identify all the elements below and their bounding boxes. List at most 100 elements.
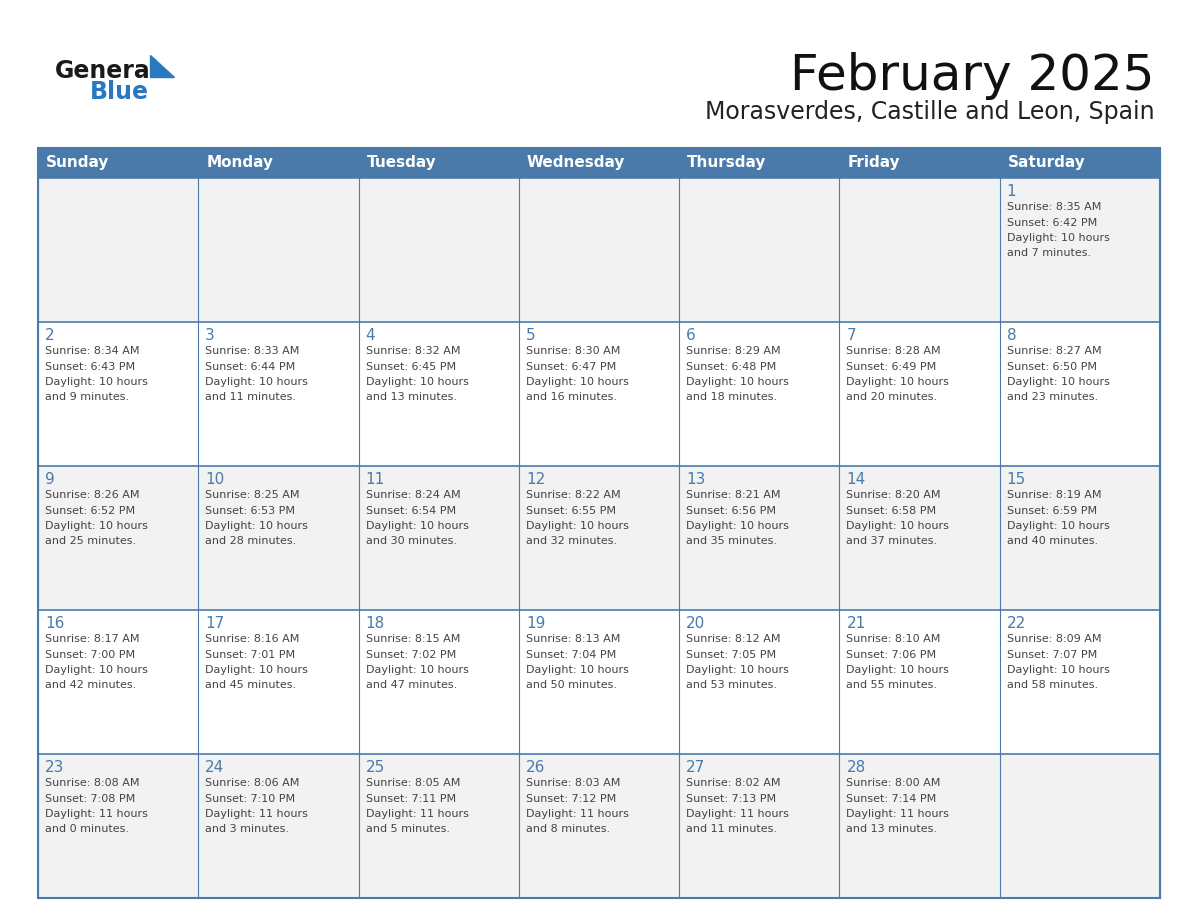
Text: Daylight: 10 hours: Daylight: 10 hours: [1006, 377, 1110, 387]
Text: 18: 18: [366, 616, 385, 631]
Text: Daylight: 10 hours: Daylight: 10 hours: [526, 521, 628, 531]
Text: and 23 minutes.: and 23 minutes.: [1006, 393, 1098, 402]
Text: and 37 minutes.: and 37 minutes.: [846, 536, 937, 546]
Text: Daylight: 10 hours: Daylight: 10 hours: [366, 665, 468, 675]
Text: 7: 7: [846, 328, 857, 343]
Text: and 9 minutes.: and 9 minutes.: [45, 393, 129, 402]
Text: and 3 minutes.: and 3 minutes.: [206, 824, 290, 834]
Text: Wednesday: Wednesday: [526, 155, 625, 171]
Text: Daylight: 11 hours: Daylight: 11 hours: [45, 809, 147, 819]
Bar: [38, 610, 1159, 754]
Text: Sunrise: 8:09 AM: Sunrise: 8:09 AM: [1006, 634, 1101, 644]
Text: and 35 minutes.: and 35 minutes.: [687, 536, 777, 546]
Text: and 25 minutes.: and 25 minutes.: [45, 536, 137, 546]
Bar: [38, 466, 1159, 610]
Text: Sunrise: 8:28 AM: Sunrise: 8:28 AM: [846, 346, 941, 356]
Text: Sunrise: 8:12 AM: Sunrise: 8:12 AM: [687, 634, 781, 644]
Text: and 16 minutes.: and 16 minutes.: [526, 393, 617, 402]
Text: Sunset: 6:44 PM: Sunset: 6:44 PM: [206, 362, 296, 372]
Text: Sunset: 7:02 PM: Sunset: 7:02 PM: [366, 650, 456, 659]
Bar: [680, 148, 840, 178]
Bar: [198, 148, 359, 178]
Text: Thursday: Thursday: [687, 155, 766, 171]
Text: Sunset: 6:52 PM: Sunset: 6:52 PM: [45, 506, 135, 516]
Polygon shape: [150, 55, 173, 77]
Text: 4: 4: [366, 328, 375, 343]
Bar: [38, 754, 1159, 898]
Text: Sunrise: 8:16 AM: Sunrise: 8:16 AM: [206, 634, 299, 644]
Text: Daylight: 11 hours: Daylight: 11 hours: [846, 809, 949, 819]
Bar: [359, 148, 519, 178]
Text: and 18 minutes.: and 18 minutes.: [687, 393, 777, 402]
Text: Daylight: 10 hours: Daylight: 10 hours: [206, 521, 308, 531]
Text: Sunrise: 8:26 AM: Sunrise: 8:26 AM: [45, 490, 139, 500]
Text: 23: 23: [45, 760, 64, 775]
Text: 20: 20: [687, 616, 706, 631]
Text: Sunset: 6:42 PM: Sunset: 6:42 PM: [1006, 218, 1097, 228]
Text: 2: 2: [45, 328, 55, 343]
Text: Sunset: 6:59 PM: Sunset: 6:59 PM: [1006, 506, 1097, 516]
Text: Daylight: 10 hours: Daylight: 10 hours: [687, 377, 789, 387]
Text: Sunrise: 8:02 AM: Sunrise: 8:02 AM: [687, 778, 781, 788]
Text: Sunset: 6:45 PM: Sunset: 6:45 PM: [366, 362, 456, 372]
Text: Sunrise: 8:33 AM: Sunrise: 8:33 AM: [206, 346, 299, 356]
Text: 25: 25: [366, 760, 385, 775]
Text: Daylight: 10 hours: Daylight: 10 hours: [846, 377, 949, 387]
Text: Sunset: 6:47 PM: Sunset: 6:47 PM: [526, 362, 617, 372]
Text: and 55 minutes.: and 55 minutes.: [846, 680, 937, 690]
Text: 22: 22: [1006, 616, 1026, 631]
Text: Daylight: 10 hours: Daylight: 10 hours: [526, 377, 628, 387]
Text: and 8 minutes.: and 8 minutes.: [526, 824, 609, 834]
Text: Daylight: 10 hours: Daylight: 10 hours: [366, 377, 468, 387]
Text: Sunrise: 8:15 AM: Sunrise: 8:15 AM: [366, 634, 460, 644]
Text: Sunrise: 8:21 AM: Sunrise: 8:21 AM: [687, 490, 781, 500]
Text: and 45 minutes.: and 45 minutes.: [206, 680, 297, 690]
Bar: [519, 148, 680, 178]
Text: Sunset: 6:49 PM: Sunset: 6:49 PM: [846, 362, 936, 372]
Text: Sunrise: 8:32 AM: Sunrise: 8:32 AM: [366, 346, 460, 356]
Text: and 40 minutes.: and 40 minutes.: [1006, 536, 1098, 546]
Text: Saturday: Saturday: [1007, 155, 1086, 171]
Text: Sunset: 7:10 PM: Sunset: 7:10 PM: [206, 793, 296, 803]
Text: and 47 minutes.: and 47 minutes.: [366, 680, 457, 690]
Text: Sunrise: 8:17 AM: Sunrise: 8:17 AM: [45, 634, 139, 644]
Text: Sunrise: 8:03 AM: Sunrise: 8:03 AM: [526, 778, 620, 788]
Text: Sunset: 7:12 PM: Sunset: 7:12 PM: [526, 793, 617, 803]
Text: Sunrise: 8:25 AM: Sunrise: 8:25 AM: [206, 490, 299, 500]
Text: Sunset: 7:11 PM: Sunset: 7:11 PM: [366, 793, 456, 803]
Text: Sunrise: 8:00 AM: Sunrise: 8:00 AM: [846, 778, 941, 788]
Text: Daylight: 10 hours: Daylight: 10 hours: [687, 521, 789, 531]
Text: Daylight: 10 hours: Daylight: 10 hours: [1006, 521, 1110, 531]
Text: 28: 28: [846, 760, 866, 775]
Text: and 7 minutes.: and 7 minutes.: [1006, 249, 1091, 259]
Text: 13: 13: [687, 472, 706, 487]
Text: 12: 12: [526, 472, 545, 487]
Text: Sunset: 6:48 PM: Sunset: 6:48 PM: [687, 362, 777, 372]
Text: 17: 17: [206, 616, 225, 631]
Text: Daylight: 11 hours: Daylight: 11 hours: [687, 809, 789, 819]
Text: and 13 minutes.: and 13 minutes.: [846, 824, 937, 834]
Text: Sunset: 7:07 PM: Sunset: 7:07 PM: [1006, 650, 1097, 659]
Text: Sunrise: 8:35 AM: Sunrise: 8:35 AM: [1006, 202, 1101, 212]
Text: 3: 3: [206, 328, 215, 343]
Text: Sunrise: 8:34 AM: Sunrise: 8:34 AM: [45, 346, 139, 356]
Text: 10: 10: [206, 472, 225, 487]
Text: 6: 6: [687, 328, 696, 343]
Text: Daylight: 10 hours: Daylight: 10 hours: [1006, 233, 1110, 243]
Text: Sunrise: 8:10 AM: Sunrise: 8:10 AM: [846, 634, 941, 644]
Text: Sunrise: 8:30 AM: Sunrise: 8:30 AM: [526, 346, 620, 356]
Text: 14: 14: [846, 472, 866, 487]
Text: Monday: Monday: [207, 155, 273, 171]
Text: Sunset: 6:54 PM: Sunset: 6:54 PM: [366, 506, 456, 516]
Text: Daylight: 10 hours: Daylight: 10 hours: [206, 377, 308, 387]
Text: and 0 minutes.: and 0 minutes.: [45, 824, 129, 834]
Text: Daylight: 10 hours: Daylight: 10 hours: [526, 665, 628, 675]
Text: Sunrise: 8:06 AM: Sunrise: 8:06 AM: [206, 778, 299, 788]
Text: 21: 21: [846, 616, 866, 631]
Text: and 5 minutes.: and 5 minutes.: [366, 824, 449, 834]
Text: Sunday: Sunday: [46, 155, 109, 171]
Text: Sunset: 7:00 PM: Sunset: 7:00 PM: [45, 650, 135, 659]
Bar: [38, 148, 1159, 898]
Text: and 13 minutes.: and 13 minutes.: [366, 393, 456, 402]
Text: and 20 minutes.: and 20 minutes.: [846, 393, 937, 402]
